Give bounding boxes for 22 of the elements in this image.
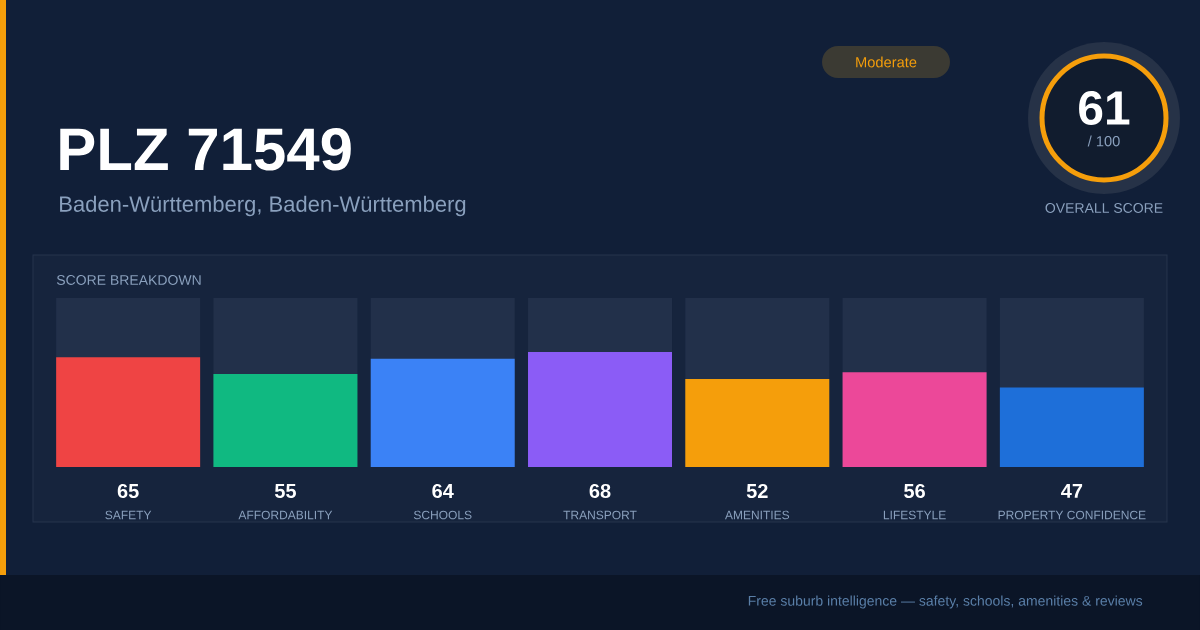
text: OVERALL SCORE xyxy=(1045,203,1163,213)
text: SCORE BREAKDOWN xyxy=(56,275,201,285)
x-tick-label: AFFORDABILITY xyxy=(238,510,333,520)
data-label: 56 xyxy=(904,483,925,499)
x-tick-label: SCHOOLS xyxy=(413,510,472,520)
x-tick-label: LIFESTYLE xyxy=(883,510,946,520)
chart-title: PLZ 71549 xyxy=(60,128,351,171)
x-tick-label: SAFETY xyxy=(105,510,152,520)
data-label: 47 xyxy=(1061,484,1083,498)
data-label: 55 xyxy=(274,484,296,498)
text: Moderate xyxy=(856,56,917,68)
data-label: 65 xyxy=(117,483,139,499)
data-label: 68 xyxy=(589,483,611,499)
data-label: 52 xyxy=(746,483,768,499)
data-label: 64 xyxy=(432,483,454,499)
text: 61 xyxy=(1079,91,1130,125)
chart-subtitle: Baden-Württemberg, Baden-Württemberg xyxy=(60,195,466,217)
x-tick-label: PROPERTY CONFIDENCE xyxy=(998,510,1146,520)
text: Free suburb intelligence — safety, schools, amenities & reviews xyxy=(748,595,1143,609)
text: / 100 xyxy=(1087,135,1120,147)
x-tick-label: AMENITIES xyxy=(724,510,790,520)
x-tick-label: TRANSPORT xyxy=(563,510,637,520)
